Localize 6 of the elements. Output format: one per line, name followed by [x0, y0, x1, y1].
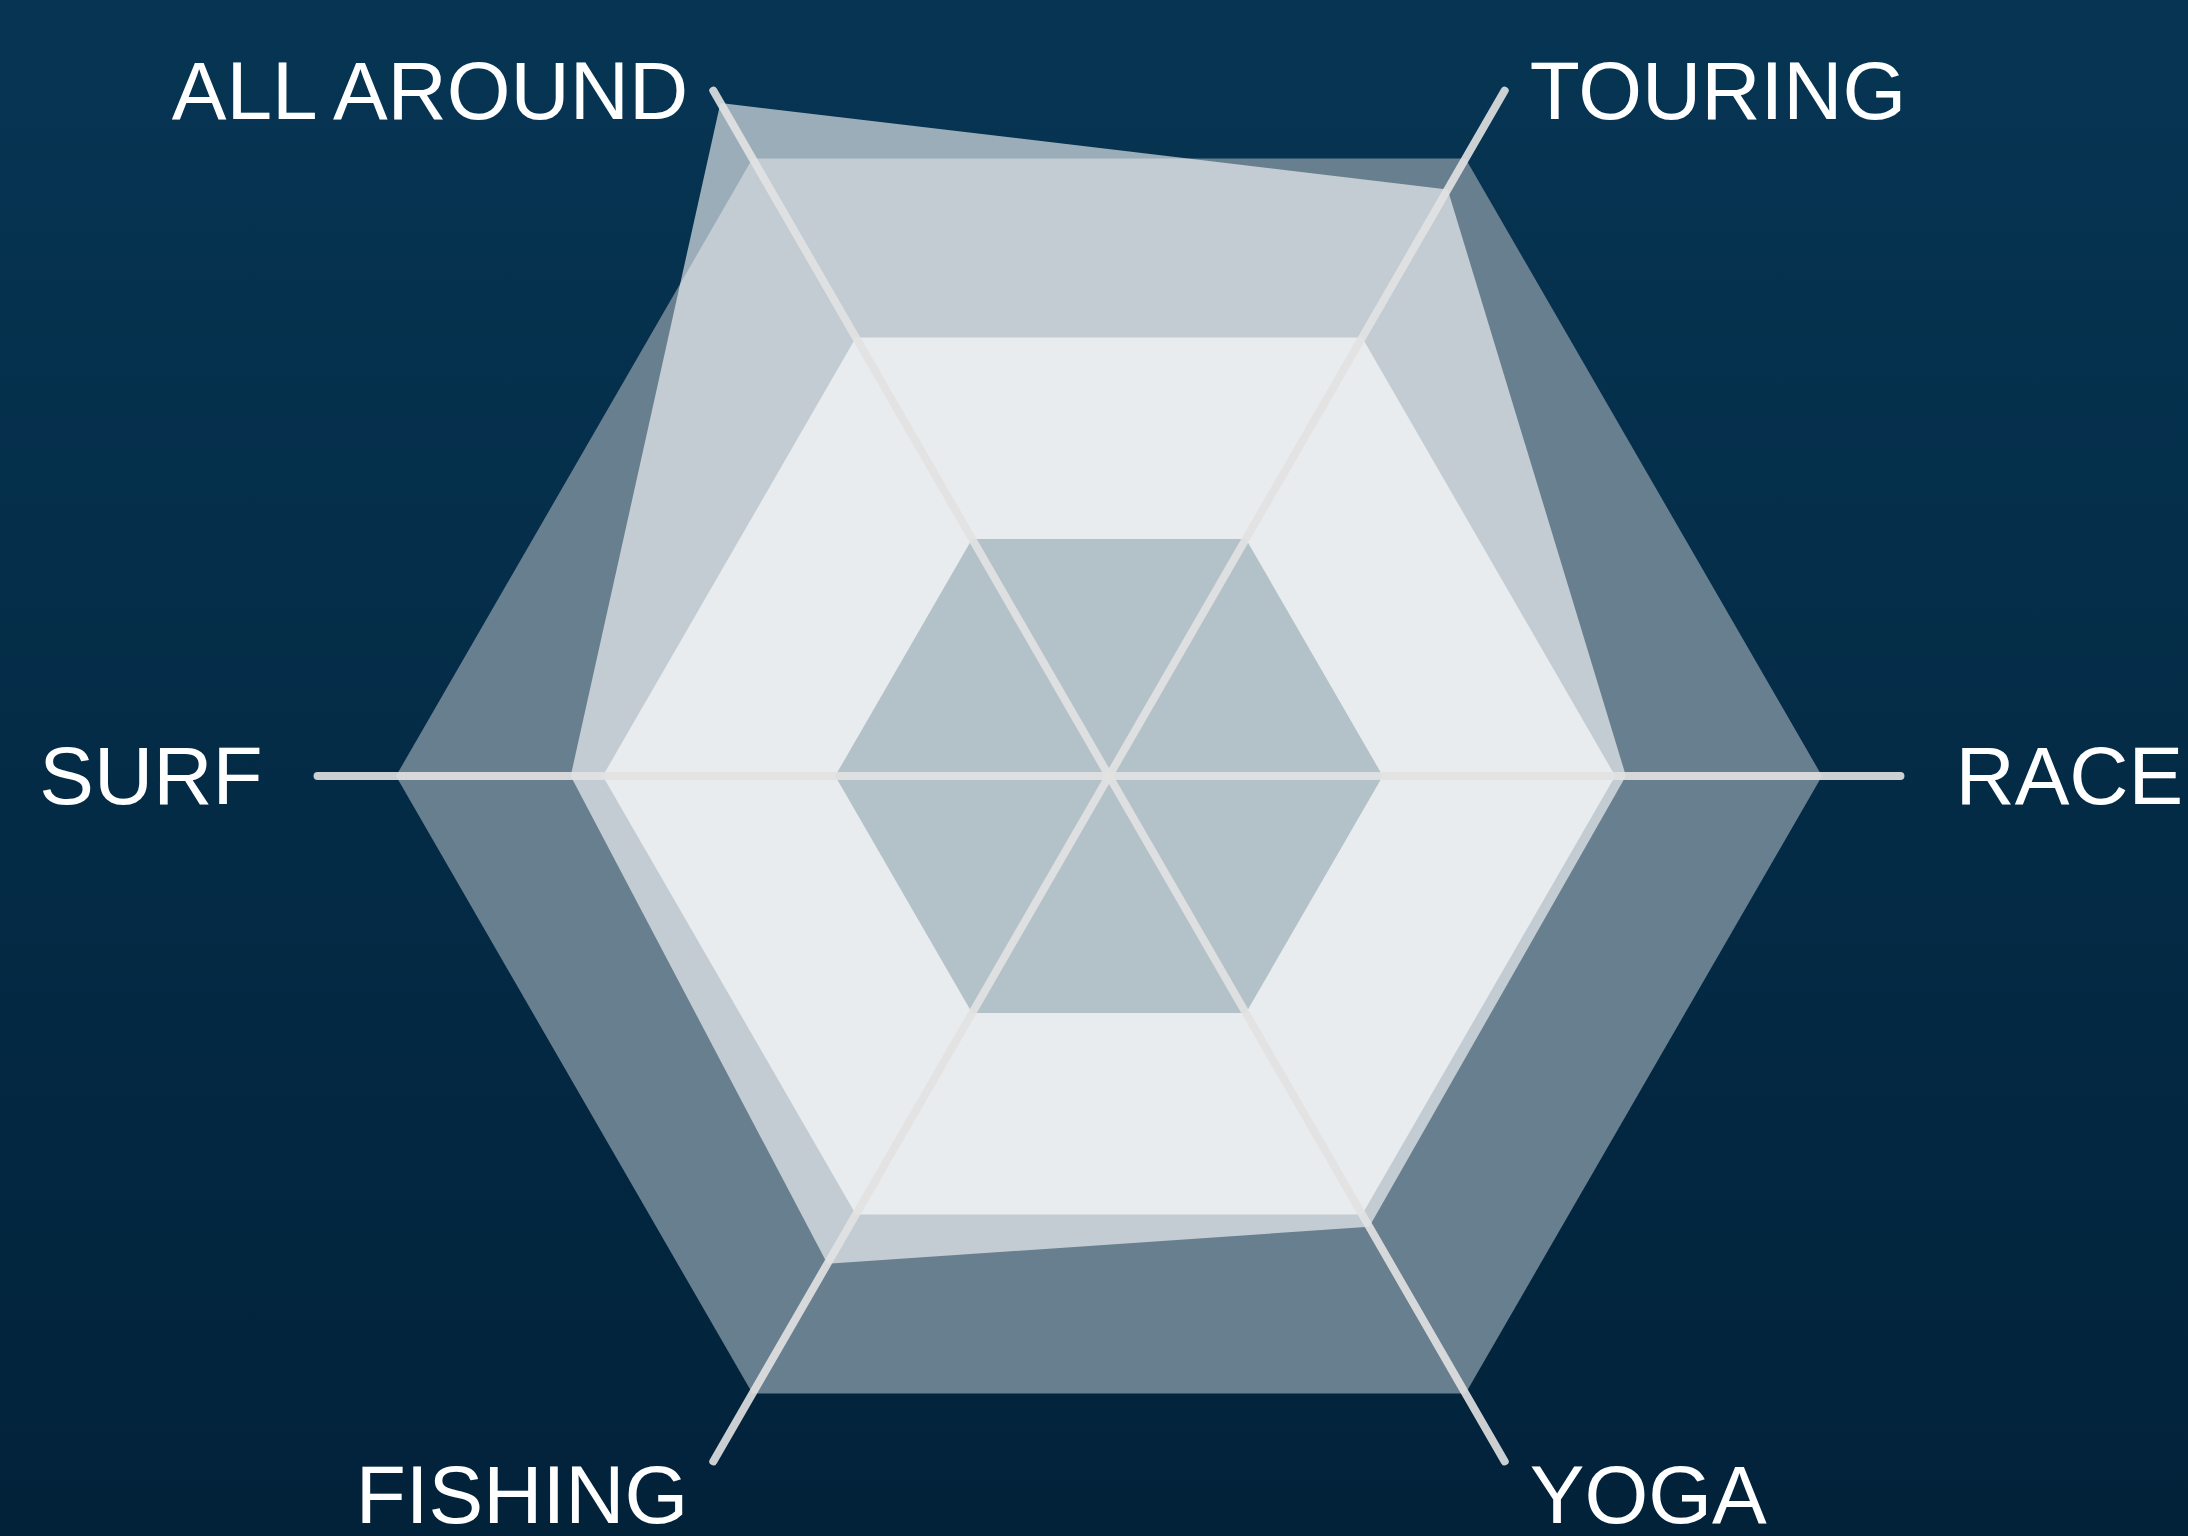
spoke-label: ALL AROUND — [171, 44, 689, 136]
spoke-label: TOURING — [1529, 44, 1907, 136]
spoke-label: SURF — [39, 730, 263, 821]
spoke-label: FISHING — [355, 1449, 689, 1536]
spoke-label: YOGA — [1529, 1449, 1767, 1536]
spoke-label: RACE — [1955, 730, 2184, 821]
